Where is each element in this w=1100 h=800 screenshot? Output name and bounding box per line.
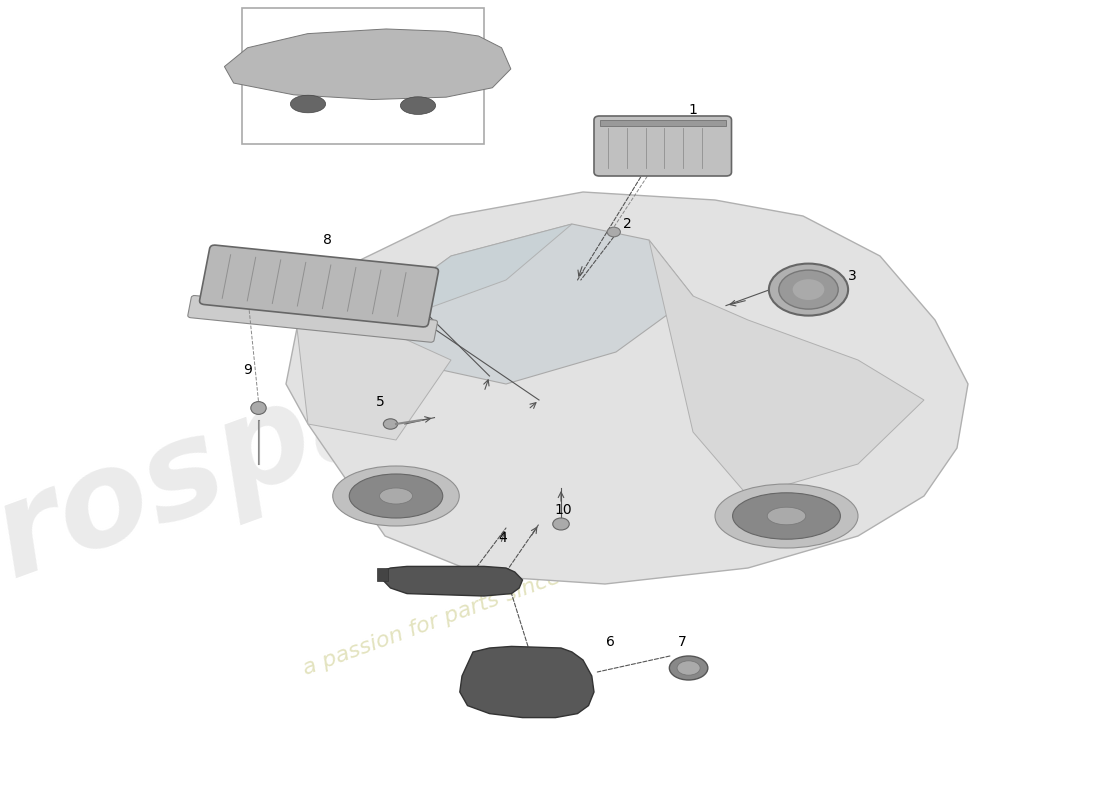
Ellipse shape: [552, 518, 570, 530]
Polygon shape: [363, 224, 693, 384]
Text: 8: 8: [323, 233, 332, 247]
Text: 3: 3: [848, 269, 857, 283]
Bar: [377, 568, 388, 581]
Ellipse shape: [733, 493, 840, 539]
Text: eurospares: eurospares: [0, 262, 634, 666]
Ellipse shape: [769, 263, 848, 315]
Ellipse shape: [779, 270, 838, 309]
Polygon shape: [286, 192, 968, 584]
Ellipse shape: [332, 466, 460, 526]
Text: a passion for parts since 1985: a passion for parts since 1985: [300, 545, 624, 679]
Polygon shape: [460, 646, 594, 718]
Polygon shape: [363, 224, 572, 320]
Ellipse shape: [400, 97, 436, 114]
Polygon shape: [649, 240, 924, 496]
Ellipse shape: [607, 227, 620, 237]
Ellipse shape: [678, 661, 701, 675]
Bar: [242, 8, 484, 144]
Polygon shape: [379, 566, 522, 596]
Text: 10: 10: [554, 503, 572, 518]
Ellipse shape: [251, 402, 266, 414]
FancyBboxPatch shape: [594, 116, 732, 176]
Ellipse shape: [290, 95, 326, 113]
Ellipse shape: [383, 419, 398, 429]
FancyBboxPatch shape: [199, 245, 439, 327]
Text: 4: 4: [498, 530, 507, 545]
Ellipse shape: [715, 484, 858, 548]
Polygon shape: [297, 320, 451, 440]
Polygon shape: [224, 29, 510, 99]
Text: 9: 9: [243, 362, 252, 377]
Bar: [600, 120, 726, 126]
Ellipse shape: [350, 474, 442, 518]
Text: 2: 2: [623, 217, 631, 231]
Ellipse shape: [669, 656, 708, 680]
Ellipse shape: [768, 507, 805, 525]
Text: 5: 5: [376, 394, 385, 409]
Ellipse shape: [379, 488, 412, 504]
Ellipse shape: [793, 279, 824, 300]
Text: 7: 7: [678, 634, 686, 649]
FancyBboxPatch shape: [188, 295, 438, 342]
Text: 6: 6: [606, 634, 615, 649]
Text: 1: 1: [689, 103, 697, 118]
